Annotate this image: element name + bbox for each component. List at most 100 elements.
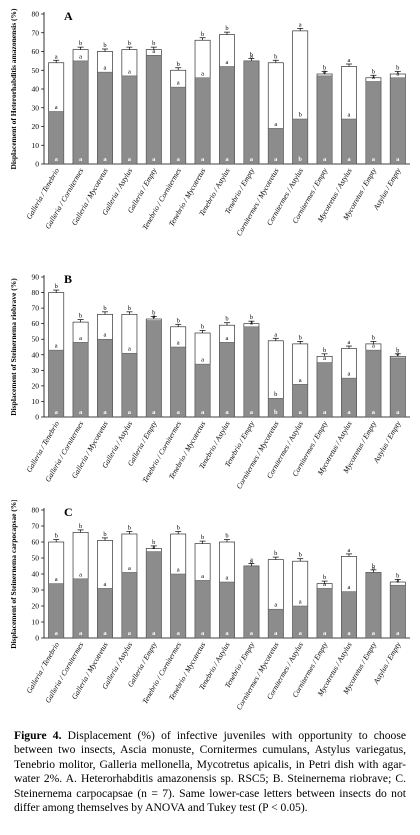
significance-letter: b [225, 533, 228, 540]
significance-letter: b [201, 534, 204, 541]
bar-first-insect [97, 71, 113, 165]
base-letter: a [250, 409, 254, 416]
y-tick-label: 30 [32, 103, 40, 112]
significance-letter: b [250, 51, 253, 58]
bar-first-insect [389, 584, 406, 639]
caption-label: Figure 4. [14, 728, 62, 742]
significance-letter: a [348, 584, 351, 591]
y-axis-label: Displacement of Steinernema carpocapsae … [9, 500, 18, 649]
significance-letter: a [177, 567, 180, 574]
significance-letter: a [152, 48, 155, 55]
significance-letter: a [323, 581, 326, 588]
significance-letter: a [79, 571, 82, 578]
significance-letter: a [372, 74, 375, 81]
bar-first-insect [48, 349, 65, 418]
base-letter: a [323, 630, 327, 637]
significance-letter: a [226, 59, 229, 66]
bar-first-insect [292, 384, 309, 418]
significance-letter: a [323, 68, 326, 75]
base-letter: a [225, 630, 229, 637]
bar-first-insect [48, 583, 65, 639]
significance-letter: a [274, 331, 277, 338]
significance-letter: a [201, 357, 204, 364]
base-letter: a [103, 630, 107, 637]
significance-letter: b [103, 305, 106, 312]
significance-letter: b [250, 314, 253, 321]
significance-letter: b [177, 61, 180, 68]
chart-panel-b: B 0 10 20 30 40 50 60 70 80 90 Displacement of Stei… [9, 272, 410, 491]
panel-letter: C [64, 505, 73, 519]
base-letter: a [347, 156, 351, 163]
significance-letter: a [128, 565, 131, 572]
y-tick-label: 60 [32, 319, 40, 328]
base-letter: a [250, 156, 254, 163]
y-tick-label: 10 [32, 141, 40, 150]
y-tick-label: 80 [32, 10, 40, 19]
base-letter: a [55, 156, 59, 163]
bar-first-insect [194, 363, 211, 418]
significance-letter: a [104, 65, 107, 72]
base-letter: a [396, 156, 400, 163]
significance-letter: b [323, 347, 326, 354]
significance-letter: a [226, 335, 229, 342]
significance-letter: b [396, 347, 399, 354]
base-letter: a [152, 409, 156, 416]
y-tick-label: 70 [32, 304, 40, 313]
bar-first-insect [316, 588, 333, 639]
significance-letter: a [104, 332, 107, 339]
base-letter: a [177, 156, 181, 163]
significance-letter: a [201, 573, 204, 580]
significance-letter: a [152, 313, 155, 320]
base-letter: a [372, 156, 376, 163]
significance-letter: a [348, 547, 351, 554]
bar-first-insect [243, 60, 260, 165]
significance-letter: b [177, 525, 180, 532]
bar-first-insect [194, 580, 211, 639]
significance-letter: b [225, 316, 228, 323]
significance-letter: b [396, 573, 399, 580]
significance-letter: b [201, 31, 204, 38]
base-letter: a [323, 409, 327, 416]
significance-letter: b [299, 112, 302, 119]
bar-first-insect [389, 77, 406, 165]
significance-letter: a [299, 21, 302, 28]
base-letter: a [299, 409, 303, 416]
base-letter: a [55, 409, 59, 416]
y-tick-label: 50 [32, 66, 40, 75]
base-letter: a [55, 630, 59, 637]
bar-first-insect [316, 75, 333, 165]
bar-first-insect [292, 605, 309, 639]
base-letter: a [396, 409, 400, 416]
bar-first-insect [243, 565, 260, 639]
bar-first-insect [145, 320, 162, 418]
caption-text: Displacement (%) of infective juveniles … [14, 728, 406, 815]
significance-letter: b [225, 25, 228, 32]
significance-letter: a [55, 104, 58, 111]
bar-first-insect [219, 581, 235, 639]
y-tick-label: 50 [32, 335, 40, 344]
significance-letter: a [55, 576, 58, 583]
significance-letter: a [250, 559, 253, 566]
significance-letter: a [79, 335, 82, 342]
bar-first-insect [72, 578, 89, 639]
y-tick-label: 20 [32, 381, 40, 390]
base-letter: a [372, 409, 376, 416]
significance-letter: b [128, 40, 131, 47]
significance-letter: a [55, 343, 58, 350]
y-tick-label: 70 [32, 28, 40, 37]
y-tick-label: 20 [32, 122, 40, 131]
y-tick-label: 50 [32, 554, 40, 563]
base-letter: a [128, 630, 132, 637]
y-tick-label: 60 [32, 47, 40, 56]
base-letter: a [177, 630, 181, 637]
base-letter: a [274, 630, 278, 637]
significance-letter: b [152, 40, 155, 47]
bar-first-insect [365, 81, 382, 165]
significance-letter: b [299, 552, 302, 559]
bar-first-insect [121, 75, 138, 165]
significance-letter: b [103, 42, 106, 49]
base-letter: b [274, 409, 278, 416]
y-tick-label: 10 [32, 618, 40, 627]
bar-first-insect [341, 118, 357, 165]
y-tick-label: 80 [32, 288, 40, 297]
